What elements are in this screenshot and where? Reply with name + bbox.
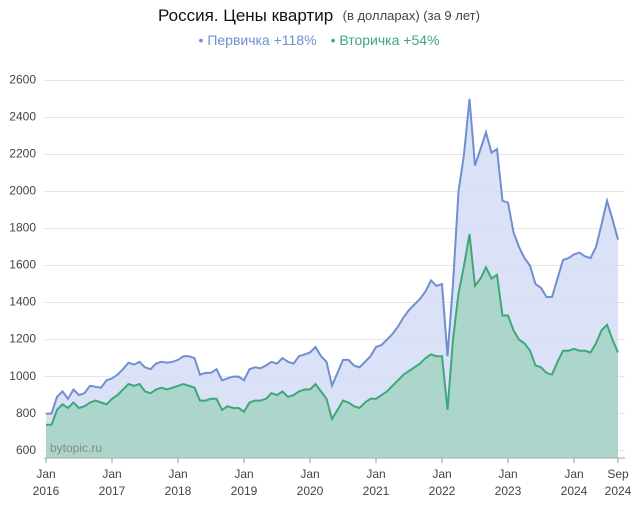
x-tick-year: 2017 [99, 484, 126, 498]
legend-marker: • [331, 32, 340, 48]
x-tick-label: Jan [36, 467, 55, 481]
y-tick-label: 800 [16, 406, 36, 420]
legend-label[interactable]: Первичка +118% [207, 32, 316, 48]
y-tick-label: 1800 [9, 221, 36, 235]
y-tick-label: 600 [16, 443, 36, 457]
plot: bytopic.ru [46, 98, 619, 458]
axes: 600 800 1000 1200 1400 1600 1800 2000 2200 2400 26… [9, 73, 631, 498]
chart-title-group: Россия. Цены квартир (в долларах) (за 9 … [158, 6, 480, 25]
x-tick-year: 2021 [363, 484, 390, 498]
y-tick-label: 2200 [9, 147, 36, 161]
y-tick-label: 2000 [9, 184, 36, 198]
legend: • Первичка +118% • Вторичка +54% [199, 32, 440, 48]
x-tick-year: 2019 [231, 484, 258, 498]
x-tick-label: Jan [366, 467, 385, 481]
y-tick-label: 1000 [9, 369, 36, 383]
x-tick-label: Jan [234, 467, 253, 481]
x-tick-label: Jan [300, 467, 319, 481]
x-tick-year: 2024 [605, 484, 632, 498]
x-tick-label: Sep [607, 467, 629, 481]
y-tick-label: 1200 [9, 332, 36, 346]
x-tick-label: Jan [102, 467, 121, 481]
area [46, 234, 618, 458]
legend-label[interactable]: Вторичка +54% [339, 32, 439, 48]
y-tick-label: 1400 [9, 295, 36, 309]
line [46, 98, 619, 415]
line [46, 233, 619, 426]
x-tick-label: Jan [432, 467, 451, 481]
x-tick-label: Jan [564, 467, 583, 481]
x-tick-year: 2018 [165, 484, 192, 498]
y-tick-label: 2600 [9, 73, 36, 87]
y-tick-label: 1600 [9, 258, 36, 272]
x-tick-year: 2022 [429, 484, 456, 498]
x-tick-year: 2024 [561, 484, 588, 498]
watermark: bytopic.ru [50, 441, 102, 455]
y-tick-label: 2400 [9, 110, 36, 124]
legend-marker: • [199, 32, 208, 48]
chart-title: Россия. Цены квартир [158, 6, 333, 25]
x-tick-year: 2023 [495, 484, 522, 498]
chart-title-note: (в долларах) (за 9 лет) [343, 8, 480, 23]
legend-entries: • Первичка +118% • Вторичка +54% [199, 32, 440, 48]
x-tick-year: 2020 [297, 484, 324, 498]
x-tick-year: 2016 [33, 484, 60, 498]
x-tick-label: Jan [168, 467, 187, 481]
x-tick-label: Jan [498, 467, 517, 481]
